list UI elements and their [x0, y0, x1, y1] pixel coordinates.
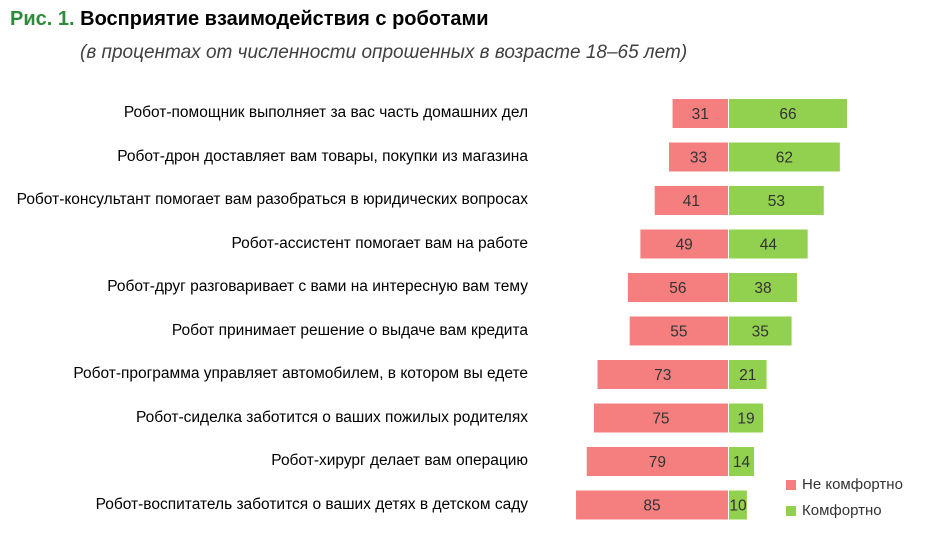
chart-title: Рис. 1. Восприятие взаимодействия с робо…	[10, 8, 489, 31]
bar-comfortable	[729, 360, 767, 389]
bar-comfortable	[729, 229, 808, 259]
category-label: Робот-консультант помогает вам разобрать…	[16, 191, 528, 208]
category-label: Робот-хирург делает вам операцию	[271, 452, 528, 469]
bar-comfortable	[729, 273, 797, 302]
category-label: Робот-дрон доставляет вам товары, покупк…	[117, 147, 528, 165]
data-label-not-comfortable: 41	[683, 193, 700, 210]
data-label-not-comfortable: 75	[652, 411, 669, 428]
category-label: Робот-друг разговаривает с вами на интер…	[107, 278, 528, 295]
figure-number: Рис. 1.	[10, 8, 75, 30]
bar-comfortable	[729, 316, 792, 346]
bar-not-comfortable	[597, 360, 728, 389]
chart-subtitle: (в процентах от численности опрошенных в…	[80, 42, 688, 63]
data-label-comfortable: 35	[752, 324, 769, 341]
bar-not-comfortable	[593, 403, 728, 433]
data-label-not-comfortable: 79	[649, 454, 666, 471]
legend-label-comfortable: Комфортно	[802, 502, 882, 519]
bar-comfortable	[729, 99, 848, 128]
data-label-not-comfortable: 31	[692, 106, 709, 123]
bar-comfortable	[729, 403, 763, 433]
legend-item-not-comfortable: Не комфортно	[786, 476, 903, 493]
data-label-not-comfortable: 56	[669, 280, 686, 297]
bar-not-comfortable	[668, 142, 728, 172]
data-label-comfortable: 14	[733, 454, 751, 471]
data-label-comfortable: 19	[737, 411, 754, 428]
legend-label-not-comfortable: Не комфортно	[802, 476, 903, 493]
data-label-not-comfortable: 55	[670, 324, 687, 341]
category-label: Робот-помощник выполняет за вас часть до…	[123, 104, 528, 121]
category-label: Робот-сиделка заботится о ваших пожилых …	[135, 408, 528, 426]
bar-not-comfortable	[576, 490, 728, 520]
bar-comfortable	[729, 447, 755, 476]
category-label: Робот-программа управляет автомобилем, в…	[73, 365, 528, 382]
data-label-not-comfortable: 49	[676, 237, 693, 254]
bar-not-comfortable	[640, 229, 728, 259]
data-label-comfortable: 66	[779, 106, 796, 123]
bar-comfortable	[729, 490, 747, 520]
bar-not-comfortable	[654, 186, 728, 215]
data-label-comfortable: 62	[776, 150, 793, 167]
data-label-comfortable: 21	[739, 367, 756, 384]
data-label-not-comfortable: 73	[654, 367, 671, 384]
data-label-comfortable: 10	[729, 498, 747, 515]
category-label: Робот-ассистент помогает вам на работе	[231, 234, 528, 252]
legend-swatch-not-comfortable	[786, 479, 796, 490]
data-label-comfortable: 38	[754, 280, 771, 297]
legend-swatch-comfortable	[786, 505, 796, 516]
figure-title: Восприятие взаимодействия с роботами	[80, 8, 489, 30]
bar-not-comfortable	[629, 316, 728, 346]
data-label-not-comfortable: 33	[690, 150, 707, 167]
bar-comfortable	[729, 142, 840, 172]
data-label-comfortable: 53	[768, 193, 785, 210]
bar-not-comfortable	[627, 273, 728, 302]
bar-not-comfortable	[672, 99, 728, 128]
category-label: Робот-воспитатель заботится о ваших детя…	[95, 495, 528, 513]
category-label: Робот принимает решение о выдаче вам кре…	[171, 321, 528, 339]
bar-comfortable	[729, 186, 824, 215]
data-label-not-comfortable: 85	[643, 498, 660, 515]
data-label-comfortable: 44	[760, 237, 778, 254]
legend-item-comfortable: Комфортно	[786, 502, 882, 519]
bar-not-comfortable	[586, 447, 728, 476]
